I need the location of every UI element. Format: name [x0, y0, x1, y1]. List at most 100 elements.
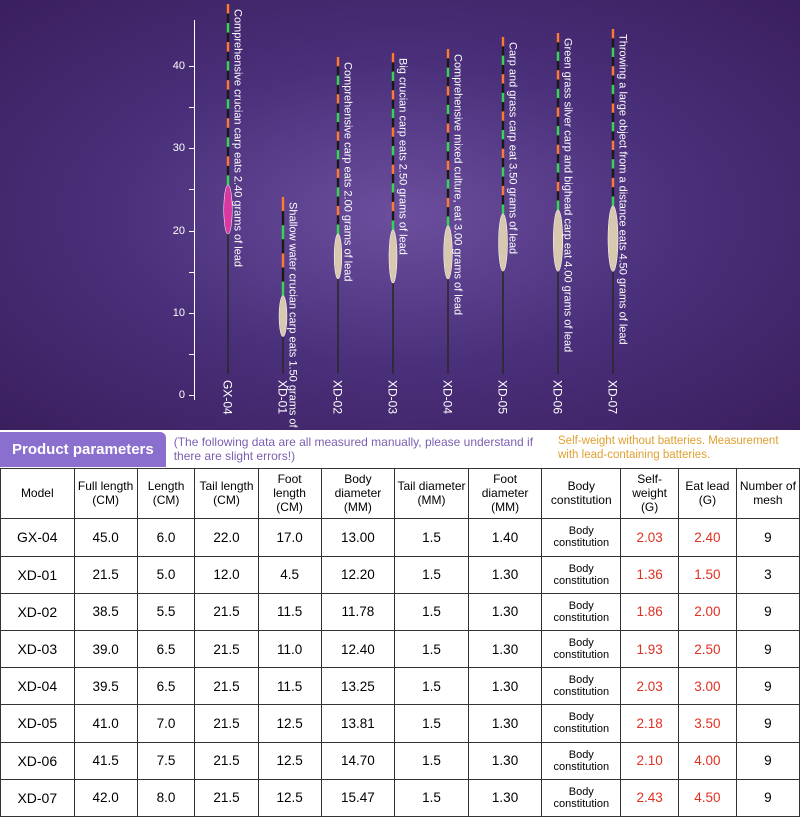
table-cell: 2.50	[679, 630, 737, 667]
ruler-tick	[189, 148, 195, 149]
col-header: Tail diameter (MM)	[395, 469, 469, 519]
table-cell: 41.5	[74, 742, 137, 779]
ruler-axis	[194, 20, 195, 400]
measurement-note: (The following data are all measured man…	[166, 435, 550, 464]
table-cell: 4.00	[679, 742, 737, 779]
ruler-tick	[189, 189, 195, 190]
float-GX-04: Comprehensive crucian carp eats 2.40 gra…	[205, 4, 250, 420]
table-cell: 3.50	[679, 705, 737, 742]
float-description: Comprehensive mixed culture, eat 3.00 gr…	[452, 54, 464, 315]
ruler-tick	[189, 66, 195, 67]
ruler-label: 0	[179, 389, 185, 401]
col-header: Eat lead (G)	[679, 469, 737, 519]
table-cell: 12.40	[321, 630, 395, 667]
product-parameters-badge: Product parameters	[0, 432, 166, 467]
table-cell: XD-03	[1, 630, 75, 667]
col-header: Full length (CM)	[74, 469, 137, 519]
ruler-tick	[189, 354, 195, 355]
table-row: XD-0541.07.021.512.513.811.51.30Body con…	[1, 705, 800, 742]
table-cell: 17.0	[258, 519, 321, 556]
float-description: Shallow water crucian carp eats 1.50 gra…	[287, 202, 299, 430]
col-header: Body diameter (MM)	[321, 469, 395, 519]
table-cell: 12.5	[258, 705, 321, 742]
table-row: XD-0238.55.521.511.511.781.51.30Body con…	[1, 593, 800, 630]
table-cell: 7.5	[137, 742, 195, 779]
table-cell: 1.40	[468, 519, 542, 556]
table-cell: 2.40	[679, 519, 737, 556]
table-cell: 2.00	[679, 593, 737, 630]
table-row: XD-0742.08.021.512.515.471.51.30Body con…	[1, 779, 800, 816]
product-diagram-panel: 010203040 Comprehensive crucian carp eat…	[0, 0, 800, 430]
table-cell: Body constitution	[542, 593, 621, 630]
float-XD-06: Green grass silver carp and bighead carp…	[535, 33, 580, 420]
table-cell: 1.30	[468, 668, 542, 705]
table-cell: 13.81	[321, 705, 395, 742]
table-cell: 22.0	[195, 519, 258, 556]
table-cell: Body constitution	[542, 668, 621, 705]
table-body: GX-0445.06.022.017.013.001.51.40Body con…	[1, 519, 800, 817]
ruler-label: 20	[173, 225, 185, 237]
table-cell: 21.5	[195, 630, 258, 667]
col-header: Self-weight (G)	[621, 469, 679, 519]
float-model-label: XD-06	[551, 380, 565, 420]
float-model-label: GX-04	[221, 380, 235, 420]
table-cell: 21.5	[195, 705, 258, 742]
table-cell: Body constitution	[542, 556, 621, 593]
table-cell: 4.50	[679, 779, 737, 816]
col-header: Number of mesh	[736, 469, 799, 519]
table-cell: 1.86	[621, 593, 679, 630]
float-XD-07: Throwing a large object from a distance …	[590, 29, 635, 420]
float-description: Carp and grass carp eat 3.50 grams of le…	[507, 42, 519, 254]
table-cell: Body constitution	[542, 519, 621, 556]
float-description: Big crucian carp eats 2.50 grams of lead	[397, 58, 409, 255]
table-cell: 7.0	[137, 705, 195, 742]
col-header: Foot diameter (MM)	[468, 469, 542, 519]
table-cell: XD-01	[1, 556, 75, 593]
ruler-label: 40	[173, 60, 185, 72]
table-cell: 15.47	[321, 779, 395, 816]
table-cell: 11.5	[258, 668, 321, 705]
table-cell: 1.30	[468, 742, 542, 779]
table-cell: 2.03	[621, 519, 679, 556]
table-cell: 1.5	[395, 593, 469, 630]
float-model-label: XD-02	[331, 380, 345, 420]
table-cell: 3.00	[679, 668, 737, 705]
table-cell: 21.5	[195, 668, 258, 705]
float-model-label: XD-05	[496, 380, 510, 420]
float-XD-04: Comprehensive mixed culture, eat 3.00 gr…	[425, 49, 470, 420]
table-cell: 41.0	[74, 705, 137, 742]
table-cell: 9	[736, 630, 799, 667]
table-cell: 11.78	[321, 593, 395, 630]
float-model-label: XD-04	[441, 380, 455, 420]
floats-row: Comprehensive crucian carp eats 2.40 gra…	[205, 20, 635, 420]
table-cell: 12.5	[258, 779, 321, 816]
table-cell: Body constitution	[542, 705, 621, 742]
ruler-label: 10	[173, 307, 185, 319]
table-cell: 42.0	[74, 779, 137, 816]
float-description: Throwing a large object from a distance …	[617, 34, 629, 345]
table-cell: 1.5	[395, 779, 469, 816]
col-header: Model	[1, 469, 75, 519]
table-cell: 12.0	[195, 556, 258, 593]
col-header: Foot length (CM)	[258, 469, 321, 519]
table-cell: 3	[736, 556, 799, 593]
table-cell: 2.43	[621, 779, 679, 816]
table-cell: 1.30	[468, 705, 542, 742]
ruler-tick	[189, 395, 195, 396]
table-cell: XD-04	[1, 668, 75, 705]
table-row: XD-0121.55.012.04.512.201.51.30Body cons…	[1, 556, 800, 593]
table-cell: 5.0	[137, 556, 195, 593]
table-cell: 12.20	[321, 556, 395, 593]
table-cell: 1.30	[468, 630, 542, 667]
table-cell: 9	[736, 742, 799, 779]
table-cell: 21.5	[195, 593, 258, 630]
table-cell: XD-07	[1, 779, 75, 816]
table-cell: Body constitution	[542, 742, 621, 779]
table-cell: 5.5	[137, 593, 195, 630]
table-cell: Body constitution	[542, 630, 621, 667]
table-cell: 1.5	[395, 519, 469, 556]
table-cell: 45.0	[74, 519, 137, 556]
table-cell: 38.5	[74, 593, 137, 630]
table-cell: 21.5	[195, 779, 258, 816]
table-cell: 9	[736, 519, 799, 556]
